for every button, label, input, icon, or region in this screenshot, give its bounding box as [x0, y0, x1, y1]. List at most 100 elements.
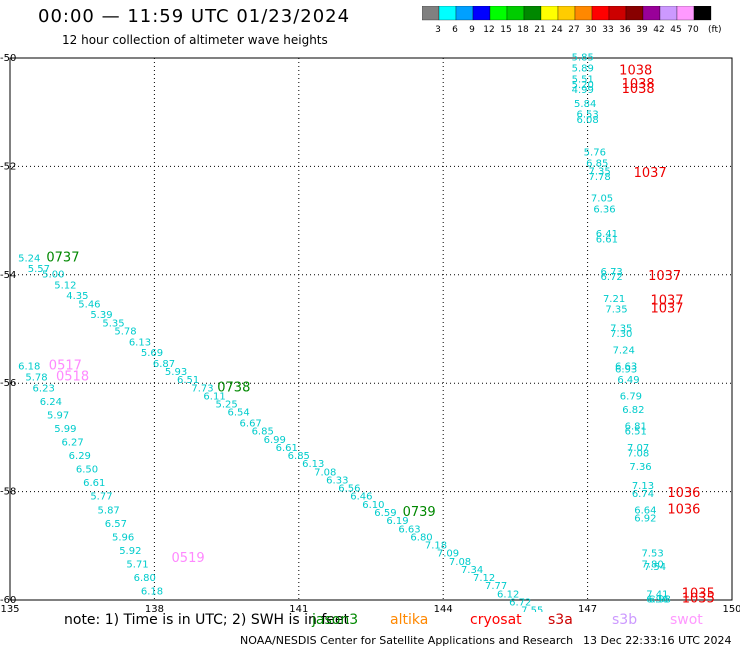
wave-height-point: 6.87 — [153, 359, 175, 370]
footer-timestamp: 13 Dec 22:33:16 UTC 2024 — [583, 634, 732, 647]
colorbar-label: 21 — [534, 25, 545, 35]
wave-height-point: 6.79 — [620, 391, 642, 402]
wave-height-point: 6.74 — [632, 489, 654, 500]
wave-height-point: 6.63 — [615, 362, 637, 373]
wave-height-point: 5.24 — [18, 253, 40, 264]
pass-time-label: 1038 — [619, 63, 652, 78]
wave-height-point: 6.61 — [596, 234, 618, 245]
wave-height-point: 7.80 — [641, 559, 663, 570]
pass-time-label: 1035 — [682, 592, 715, 607]
wave-height-point: 7.77 — [485, 581, 507, 592]
legend-note: note: 1) Time is in UTC; 2) SWH is in fe… — [64, 612, 350, 628]
wave-height-point: 6.92 — [634, 513, 656, 524]
wave-height-point: 7.30 — [610, 329, 632, 340]
wave-height-point: 6.13 — [129, 337, 151, 348]
wave-height-point: 6.53 — [576, 110, 598, 121]
colorbar-label: 3 — [435, 25, 441, 35]
wave-height-point: 6.36 — [593, 204, 615, 215]
colorbar-label: 45 — [670, 25, 681, 35]
pass-time-label: 1035 — [682, 586, 715, 601]
colorbar-label: 42 — [653, 25, 664, 35]
pass-time-label: 1037 — [650, 294, 683, 309]
legend-s3a: s3a — [548, 612, 573, 628]
chart-subtitle: 12 hour collection of altimeter wave hei… — [62, 33, 328, 47]
wave-height-point: 5.57 — [28, 264, 50, 275]
wave-height-point: 7.35 — [610, 324, 632, 335]
wave-height-point: 6.24 — [40, 397, 62, 408]
wave-height-point: 6.67 — [240, 419, 262, 430]
wave-height-point: 4.99 — [572, 85, 594, 96]
colorbar-label: 18 — [517, 25, 529, 35]
pass-time-label: 1037 — [648, 269, 681, 284]
pass-time-label: 0517 — [49, 359, 82, 374]
wave-height-plot: 135 138 141 144 147 150 -50 -52 -54 -56 -58 -60 5.24… — [0, 53, 740, 612]
colorbar-label: 30 — [585, 25, 597, 35]
wave-height-point: 7.07 — [627, 443, 649, 454]
wave-height-point: 6.27 — [61, 438, 83, 449]
pass-time-label: 1038 — [622, 77, 655, 92]
wave-height-point: 5.78 — [114, 326, 136, 337]
y-tick-label: -56 — [0, 378, 16, 389]
wave-height-point: 5.92 — [119, 546, 141, 557]
x-tick-label: 141 — [289, 604, 308, 612]
wave-height-point: 6.85 — [288, 451, 310, 462]
wave-height-point: 7.41 — [646, 589, 668, 600]
wave-height-point: 6.51 — [177, 375, 199, 386]
colorbar-label: 9 — [469, 25, 475, 35]
wave-height-point: 5.25 — [215, 400, 237, 411]
wave-height-point: 5.85 — [572, 53, 594, 64]
wave-height-point: 5.84 — [574, 99, 596, 110]
wave-height-point: 7.35 — [589, 167, 611, 178]
wave-height-point: 7.54 — [644, 562, 666, 573]
colorbar-label: 6 — [452, 25, 458, 35]
wave-height-point: 6.72 — [601, 272, 623, 283]
wave-height-point: 6.08 — [576, 115, 598, 126]
wave-height-point: 7.34 — [461, 565, 483, 576]
wave-height-point: 5.89 — [572, 64, 594, 75]
colorbar-legend: 3 6 9 12 15 18 21 24 27 30 33 36 39 42 45 70 (ft) — [422, 6, 722, 35]
wave-height-point: 6.80 — [410, 532, 432, 543]
legend-cryosat: cryosat — [470, 612, 522, 628]
wave-height-point: 7.08 — [449, 557, 471, 568]
wave-height-point: 6.41 — [596, 229, 618, 240]
legend-swot: swot — [670, 612, 703, 628]
wave-height-point: 6.93 — [615, 364, 637, 375]
pass-time-label: 0519 — [172, 551, 205, 566]
colorbar-label: 27 — [568, 25, 579, 35]
colorbar-label: 33 — [602, 25, 613, 35]
pass-time-label: 1038 — [622, 82, 655, 97]
wave-height-point: 5.69 — [141, 348, 163, 359]
wave-height-point: 6.98 — [649, 595, 671, 606]
wave-height-point: 6.81 — [625, 421, 647, 432]
wave-height-point: 7.13 — [632, 481, 654, 492]
wave-height-point: 5.12 — [54, 280, 76, 291]
footer-credit: NOAA/NESDIS Center for Satellite Applica… — [240, 634, 574, 647]
colorbar-label: 15 — [500, 25, 511, 35]
wave-height-point: 7.73 — [191, 383, 213, 394]
wave-height-point: 5.39 — [90, 310, 112, 321]
wave-height-point: 7.08 — [627, 448, 649, 459]
wave-height-point: 6.61 — [276, 443, 298, 454]
wave-height-point: 5.00 — [42, 270, 64, 281]
wave-height-point: 7.78 — [589, 172, 611, 183]
wave-height-point: 6.18 — [141, 587, 163, 598]
wave-height-point: 6.96 — [646, 595, 668, 606]
wave-height-point: 6.85 — [252, 427, 274, 438]
wave-height-point: 6.18 — [18, 362, 40, 373]
x-tick-label: 147 — [578, 604, 597, 612]
wave-height-point: 5.35 — [102, 318, 124, 329]
wave-height-point: 6.29 — [69, 451, 91, 462]
wave-height-point: 6.10 — [362, 500, 384, 511]
wave-height-point: 6.73 — [601, 267, 623, 278]
colorbar-unit: (ft) — [708, 25, 722, 35]
wave-height-point: 6.54 — [228, 408, 250, 419]
legend-altika: altika — [390, 612, 429, 628]
wave-height-point: 6.50 — [76, 465, 98, 476]
wave-height-point: 5.99 — [54, 424, 76, 435]
wave-height-point: 6.85 — [586, 158, 608, 169]
wave-height-point: 6.33 — [326, 475, 348, 486]
wave-height-point: 7.55 — [521, 606, 543, 612]
wave-height-point: 5.96 — [112, 532, 134, 543]
x-tick-label: 150 — [722, 604, 740, 612]
y-tick-label: -58 — [0, 487, 16, 498]
